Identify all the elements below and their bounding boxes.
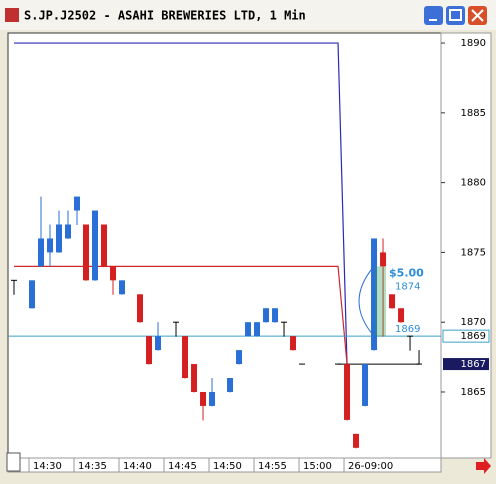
candle-body — [38, 238, 45, 267]
candle-body — [371, 238, 378, 351]
minimize-button[interactable] — [424, 6, 443, 25]
y-tick-label: 1875 — [461, 247, 486, 258]
candle-body — [380, 252, 387, 267]
candle-body — [137, 294, 144, 323]
indicator-line — [14, 265, 348, 365]
candle-body — [245, 322, 252, 337]
plot-area — [7, 32, 442, 459]
candle-body — [119, 280, 126, 295]
measure-label: $5.00 — [389, 266, 424, 279]
x-tick-label: 14:35 — [78, 461, 107, 472]
y-tick-label: 1870 — [461, 317, 486, 328]
candle-body — [101, 224, 108, 267]
candle-body — [362, 364, 369, 406]
order-box — [443, 358, 489, 371]
candle-body — [254, 322, 261, 337]
maximize-icon — [449, 9, 462, 21]
x-tick-label: 14:45 — [168, 461, 197, 472]
x-tick-label: 15:00 — [303, 461, 332, 472]
candle-body — [263, 308, 270, 323]
x-tick-label: 14:30 — [33, 461, 62, 472]
window-title: S.JP.J2502 - ASAHI BREWERIES LTD, 1 Min — [24, 9, 306, 23]
x-tick-label: 14:50 — [213, 461, 242, 472]
candle-body — [182, 336, 189, 379]
scroll-arrow[interactable] — [476, 458, 491, 474]
candle-body — [272, 308, 279, 323]
x-tick-label: 26-09:00 — [348, 461, 393, 472]
y-tick-label: 1890 — [461, 38, 486, 49]
order-box-label: 1867 — [461, 359, 486, 370]
candle-body — [344, 364, 351, 420]
candle-body — [398, 308, 405, 323]
candle-body — [92, 210, 99, 281]
candle-body — [200, 391, 207, 406]
x-tick-label: 14:40 — [123, 461, 152, 472]
candle-body — [146, 336, 153, 365]
close-icon — [471, 9, 484, 22]
candle-body — [65, 224, 72, 239]
candle-body — [227, 378, 234, 392]
candle-body — [353, 433, 360, 448]
y-tick-label: 1885 — [461, 108, 486, 119]
title-bar — [0, 0, 496, 30]
candle-body — [74, 196, 81, 211]
candle-body — [236, 350, 243, 365]
y-axis-panel — [440, 32, 492, 459]
x-tick-label: 14:55 — [258, 461, 287, 472]
measure-arc — [358, 266, 375, 337]
corner-box[interactable] — [6, 452, 21, 472]
app-icon — [5, 8, 19, 22]
y-tick-label: 1880 — [461, 178, 486, 189]
candle-body — [209, 391, 216, 406]
candle-body — [389, 294, 396, 309]
candle-body — [110, 266, 117, 281]
candle-body — [155, 336, 162, 351]
minimize-icon — [429, 19, 437, 21]
candle-body — [191, 364, 198, 392]
candle-body — [56, 224, 63, 253]
measure-to: 1869 — [395, 324, 420, 335]
candle-body — [47, 238, 54, 253]
price-box — [442, 329, 490, 343]
measure-band — [375, 266, 387, 337]
maximize-button[interactable] — [446, 6, 465, 25]
candle-body — [290, 336, 297, 351]
price-box-label: 1869 — [461, 331, 486, 342]
indicator-line — [14, 42, 348, 365]
candle-body — [29, 280, 36, 309]
measure-from: 1874 — [395, 281, 420, 292]
candle-body — [83, 224, 90, 281]
y-tick-label: 1865 — [461, 387, 486, 398]
